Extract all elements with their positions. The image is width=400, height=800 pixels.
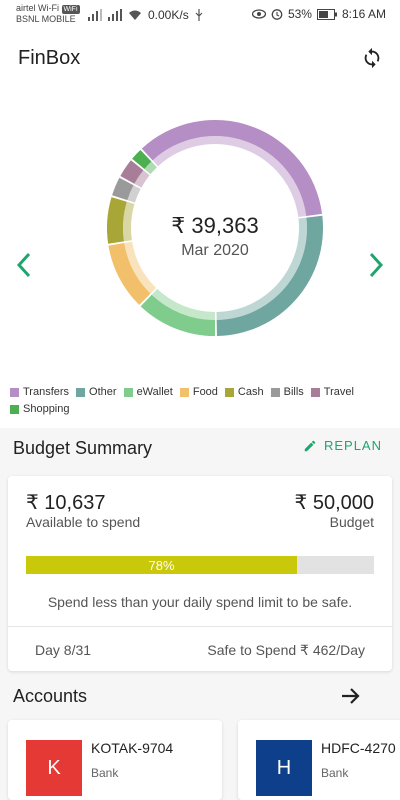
status-bar: airtel Wi-Fi WiFi BSNL MOBILE 0.00K/s 53… [0,0,400,30]
accounts-header: Accounts [0,680,400,720]
total-spend-amount: ₹ 39,363 [171,213,259,238]
network-speed: 0.00K/s [148,8,189,22]
budget-amount: ₹ 50,000 [294,492,374,514]
legend-item-cash: Cash [224,386,264,398]
legend-label: Food [192,386,218,398]
legend-label: Cash [237,386,264,398]
carrier-info: airtel Wi-Fi WiFi BSNL MOBILE [16,3,80,25]
battery-percent: 53% [287,7,312,21]
donut-slice-inner-food [124,241,157,294]
status-left-icons: 0.00K/s [88,8,203,22]
legend-item-travel: Travel [310,386,354,398]
alarm-icon [271,9,283,20]
donut-slice-inner-bills [127,185,141,203]
legend-swatch [123,387,133,397]
wifi-icon [129,10,141,20]
selected-month: Mar 2020 [181,242,249,259]
chart-legend: Transfers Other eWallet Food Cash Bills Travel… [10,386,390,415]
legend-swatch [179,387,189,397]
signal-icon [88,9,102,21]
day-counter: Day 8/31 [35,642,92,658]
account-name: KOTAK-9704 [91,740,174,756]
carrier-name-secondary: BSNL MOBILE [16,14,76,24]
legend-label: Bills [283,386,304,398]
legend-swatch [76,387,86,397]
legend-item-bills: Bills [270,386,304,398]
donut-slice-other[interactable] [216,215,323,336]
next-month-button[interactable] [364,250,388,280]
donut-slice-inner-other [216,217,307,320]
chevron-right-icon [369,252,384,278]
legend-swatch [270,387,280,397]
usb-icon [195,9,203,21]
accounts-title: Accounts [13,686,88,706]
legend-label: eWallet [136,386,173,398]
status-right-icons: 53% 8:16 AM [251,7,386,21]
legend-swatch [10,387,19,397]
app-header: FinBox [0,30,400,88]
donut-slice-ewallet[interactable] [140,294,216,336]
safe-to-spend: Safe to Spend ₹ 462/Day [207,642,365,658]
budget-progress-fill [26,556,297,574]
sync-button[interactable] [358,44,386,72]
replan-label: REPLAN [323,438,382,453]
donut-slice-transfers[interactable] [141,120,323,216]
eye-icon [251,9,266,19]
budget-label: Budget [329,514,374,530]
spend-donut-chart [107,120,323,336]
legend-label: Other [89,386,117,398]
legend-swatch [10,404,19,414]
account-name: HDFC-4270 [321,740,396,756]
spend-chart-section: ₹ 39,363 Mar 2020 Transfers Other eWallet F… [0,88,400,428]
legend-swatch [224,387,234,397]
account-type: Bank [321,766,349,780]
previous-month-button[interactable] [12,250,36,280]
sync-icon [364,47,380,69]
donut-slice-shopping[interactable] [132,149,152,169]
legend-item-other: Other [76,386,117,398]
replan-button[interactable]: REPLAN [303,438,382,453]
app-title: FinBox [18,47,81,69]
pencil-icon [304,440,316,451]
donut-slice-inner-transfers [152,136,307,217]
legend-label: Shopping [23,403,70,415]
spend-advice: Spend less than your daily spend limit t… [47,594,353,610]
budget-progress-bar: 78% [26,556,374,574]
divider [8,626,392,627]
budget-summary-card[interactable]: ₹ 10,637 Available to spend ₹ 50,000 Bud… [8,476,392,671]
account-type: Bank [91,766,119,780]
arrow-right-icon [342,688,360,704]
donut-slice-inner-ewallet [151,288,216,320]
available-label: Available to spend [26,514,141,530]
accounts-view-all-button[interactable] [338,684,362,708]
account-card[interactable]: K KOTAK-9704 Bank [8,720,222,800]
carrier-name-primary: airtel Wi-Fi [16,3,59,13]
donut-slice-bills[interactable] [112,177,134,201]
chevron-left-icon [16,252,31,278]
legend-label: Transfers [23,386,70,398]
budget-summary-title: Budget Summary [13,438,153,458]
donut-slice-inner-cash [123,201,135,242]
donut-slice-cash[interactable] [107,197,127,244]
donut-slice-inner-travel [134,170,150,188]
legend-label: Travel [323,386,354,398]
budget-progress-label: 78% [148,558,175,573]
legend-item-shopping: Shopping [10,403,70,415]
budget-summary-header: Budget Summary REPLAN [0,428,400,468]
bank-logo: H [256,740,312,796]
wifi-badge: WiFi [61,5,80,14]
legend-item-transfers: Transfers [10,386,69,398]
donut-slice-food[interactable] [108,243,151,305]
legend-item-food: Food [179,386,218,398]
account-card[interactable]: H HDFC-4270 Bank [238,720,400,800]
battery-icon [316,8,337,20]
donut-slice-inner-shopping [144,161,157,175]
donut-slice-travel[interactable] [120,160,144,184]
signal-icon [108,9,122,21]
available-amount: ₹ 10,637 [26,492,106,514]
legend-item-ewallet: eWallet [123,386,173,398]
clock-time: 8:16 AM [341,7,386,21]
legend-swatch [310,387,320,397]
bank-logo: K [26,740,82,796]
